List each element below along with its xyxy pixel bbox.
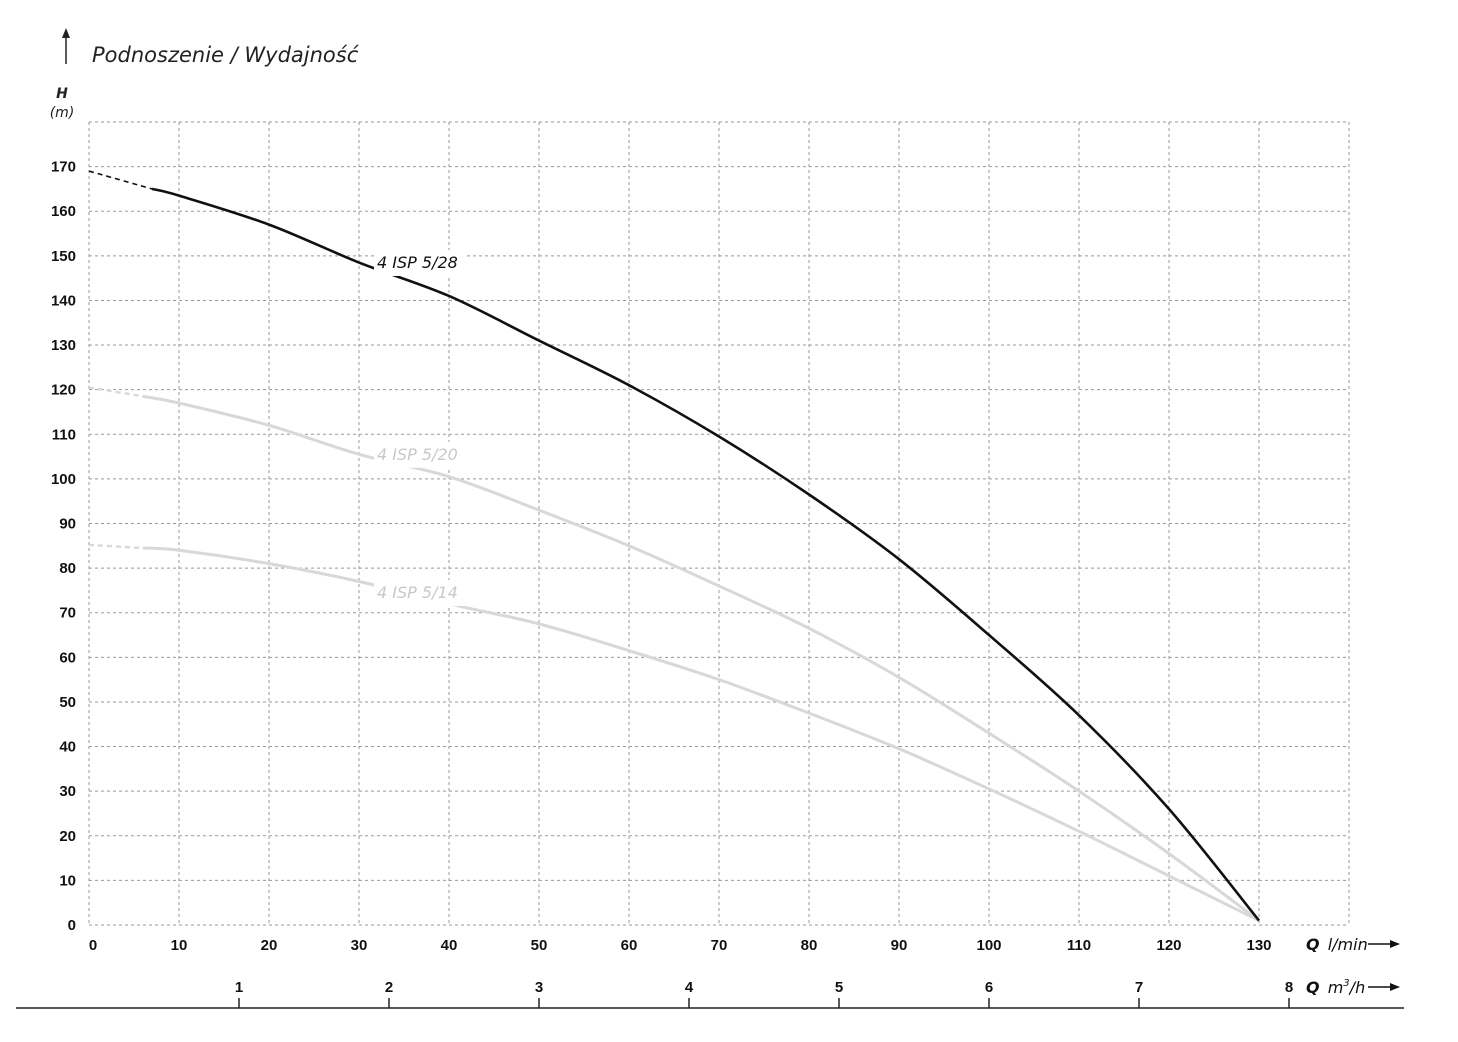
y-tick-label: 30: [59, 783, 76, 800]
x-axis-label: Q: [1306, 935, 1320, 954]
secondary-axis-ticks: 1 2 3 4 5 6 7 8: [235, 979, 1293, 1008]
series-label-bg: [374, 441, 466, 468]
x-tick-label: 40: [441, 937, 458, 954]
y-tick-label: 20: [59, 828, 76, 845]
series-label: 4 ISP 5/20: [377, 445, 458, 464]
y-tick-label: 0: [68, 917, 76, 934]
series-label-bg: [374, 249, 466, 276]
x-tick-label: 20: [261, 937, 278, 954]
secondary-tick-label: 8: [1285, 979, 1293, 996]
x-tick-label: 130: [1246, 937, 1271, 954]
y-tick-label: 160: [51, 203, 76, 220]
x-tick-label: 80: [801, 937, 818, 954]
y-tick-label: 150: [51, 248, 76, 265]
series-line: [142, 546, 1260, 922]
x-tick-label: 30: [351, 937, 368, 954]
y-tick-label: 130: [51, 337, 76, 354]
secondary-tick-label: 1: [235, 979, 243, 996]
secondary-axis-title: Q m3/h: [1306, 978, 1365, 997]
secondary-axis-unit: m: [1328, 978, 1344, 997]
secondary-tick-label: 5: [835, 979, 843, 996]
series-line-dashed: [88, 543, 144, 550]
secondary-tick-label: 2: [385, 979, 393, 996]
y-tick-label: 60: [59, 649, 76, 666]
y-tick-label: 110: [52, 426, 76, 443]
y-tick-label: 50: [59, 694, 76, 711]
secondary-arrow-icon: [1368, 983, 1400, 991]
series-4-isp-5-20: 4 ISP 5/20: [88, 386, 1260, 922]
x-tick-label: 120: [1156, 937, 1181, 954]
secondary-tick-label: 3: [535, 979, 543, 996]
x-tick-label: 10: [171, 937, 188, 954]
y-tick-label: 10: [59, 872, 76, 889]
x-axis-unit: l/min: [1328, 935, 1368, 954]
x-tick-label: 100: [976, 937, 1001, 954]
secondary-tick-label: 6: [985, 979, 993, 996]
secondary-tick-label: 7: [1135, 979, 1143, 996]
x-tick-labels: 0 10 20 30 40 50 60 70 80 90 100 110 120 130: [89, 937, 1272, 954]
y-axis-label: H: [56, 86, 68, 102]
y-axis-unit: (m): [50, 105, 75, 121]
y-tick-label: 170: [51, 159, 76, 176]
y-tick-label: 70: [59, 605, 76, 622]
chart-title: Podnoszenie / Wydajność: [92, 43, 360, 67]
y-tick-label: 80: [59, 560, 76, 577]
series-line: [151, 187, 1261, 922]
series-4-isp-5-28: 4 ISP 5/28: [88, 170, 1261, 922]
x-axis-title: Q l/min: [1306, 935, 1368, 954]
secondary-tick-label: 4: [685, 979, 694, 996]
x-tick-label: 70: [711, 937, 728, 954]
x-tick-label: 60: [621, 937, 638, 954]
series-line: [142, 394, 1260, 922]
y-tick-label: 100: [51, 471, 76, 488]
y-arrow-icon: [62, 28, 70, 64]
x-tick-label: 90: [891, 937, 908, 954]
y-tick-labels: 0 10 20 30 40 50 60 70 80 90 100 110 120 130 140 150 160…: [51, 159, 76, 934]
x-arrow-icon: [1368, 940, 1400, 948]
series-label-bg: [374, 580, 466, 607]
x-tick-label: 0: [89, 937, 97, 954]
x-tick-label: 50: [531, 937, 548, 954]
secondary-axis-unit-sup: 3: [1343, 978, 1349, 989]
series-line-dashed: [88, 170, 153, 190]
performance-curves: 4 ISP 5/20 4 ISP 5/14 4 ISP 5/28: [88, 170, 1261, 922]
grid: [88, 121, 1350, 926]
y-tick-label: 140: [51, 292, 76, 309]
secondary-axis-label: Q: [1306, 978, 1320, 997]
y-tick-label: 120: [51, 382, 76, 399]
series-line-dashed: [88, 386, 144, 398]
y-tick-label: 90: [59, 516, 76, 533]
series-label: 4 ISP 5/14: [377, 583, 458, 602]
series-label: 4 ISP 5/28: [377, 253, 458, 272]
y-tick-label: 40: [59, 739, 76, 756]
series-4-isp-5-14: 4 ISP 5/14: [88, 543, 1260, 922]
secondary-axis-unit-tail: /h: [1348, 978, 1366, 997]
x-tick-label: 110: [1067, 937, 1091, 954]
